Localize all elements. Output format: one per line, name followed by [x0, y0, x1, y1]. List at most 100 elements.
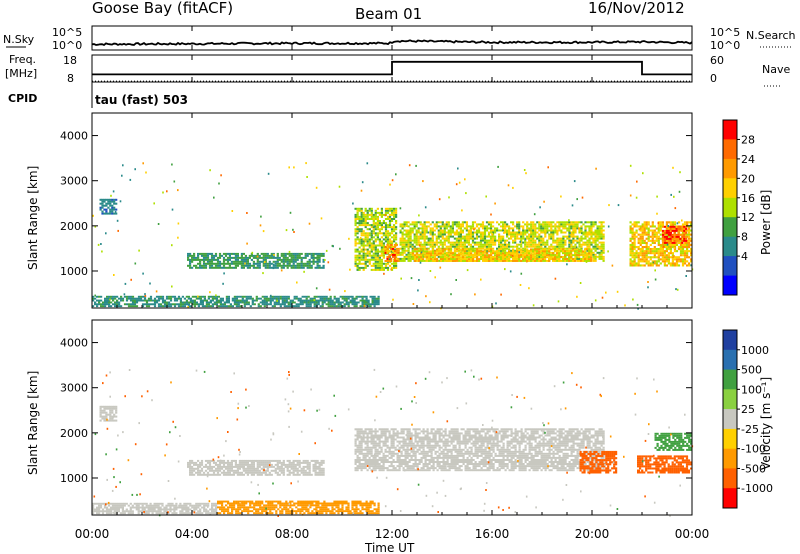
power-cell [390, 232, 394, 235]
power-cell [425, 257, 428, 260]
power-cell [629, 227, 632, 230]
power-cell [686, 248, 689, 251]
power-cell [681, 246, 685, 249]
power-cell [120, 295, 123, 298]
power-cell [522, 227, 525, 230]
power-cell [560, 221, 563, 224]
power-cell [530, 245, 533, 248]
power-cell [659, 246, 662, 249]
power-cell [415, 233, 418, 236]
power-cell [378, 238, 381, 241]
power-cell [450, 260, 453, 262]
power-cell [378, 254, 381, 257]
power-cell [393, 266, 396, 269]
power-cell [522, 247, 525, 250]
power-cell [516, 221, 519, 224]
power-cell [378, 258, 381, 261]
power-cell [683, 241, 687, 244]
power-cell [645, 262, 648, 265]
velocity-cell [249, 504, 252, 507]
power-cell [370, 250, 373, 253]
power-cell [586, 249, 589, 252]
power-speckle [419, 261, 422, 264]
power-cell [219, 301, 222, 304]
power-cell [653, 241, 656, 244]
power-cell [524, 223, 527, 226]
velocity-cell [131, 506, 134, 509]
power-cell [683, 239, 686, 242]
power-cell [378, 268, 381, 271]
power-cell [578, 241, 581, 244]
power-cell [584, 256, 587, 259]
power-cell [133, 299, 137, 302]
power-cell [417, 227, 420, 230]
velocity-cell [199, 510, 202, 513]
power-speckle [220, 174, 222, 177]
power-cell [370, 226, 373, 229]
power-cell [558, 258, 561, 260]
power-cell [241, 297, 244, 300]
power-cell [590, 248, 593, 251]
velocity-cell [105, 508, 109, 511]
power-cell [372, 224, 375, 227]
power-cell [469, 243, 472, 246]
power-cell [104, 299, 107, 302]
power-cell [659, 254, 662, 257]
power-cell [686, 246, 689, 249]
power-cell [457, 241, 460, 244]
power-ytick-label: 1000 [60, 265, 88, 278]
power-cell [528, 260, 531, 262]
power-cell [657, 227, 660, 230]
power-cell [459, 243, 462, 246]
power-cell [498, 239, 501, 242]
power-cell [316, 258, 319, 261]
power-cell [309, 301, 312, 304]
power-cell [532, 243, 535, 246]
power-cell [479, 243, 483, 246]
power-cell [206, 258, 210, 261]
power-cell [362, 250, 365, 253]
power-cell [276, 252, 279, 255]
power-cell [362, 211, 365, 214]
power-cell [657, 237, 660, 240]
power-cell [416, 248, 419, 251]
power-cell [594, 235, 597, 238]
velocity-cell [235, 510, 238, 513]
power-cell [475, 241, 479, 244]
power-cell [540, 237, 543, 240]
power-cell [686, 243, 689, 246]
power-cell [409, 229, 412, 232]
power-cell [458, 254, 461, 257]
power-cell [441, 253, 444, 256]
power-cell [544, 248, 547, 251]
power-cell [399, 241, 402, 244]
power-cell [669, 229, 672, 232]
power-cell [473, 231, 477, 234]
power-cell [360, 248, 363, 251]
power-cell [208, 260, 212, 263]
power-cell [657, 256, 660, 259]
power-speckle [122, 164, 124, 167]
power-cell [354, 248, 357, 251]
velocity-cell [207, 510, 210, 513]
power-cell [582, 237, 585, 240]
power-cell [669, 237, 672, 240]
power-cell [177, 295, 181, 298]
power-cell [297, 305, 300, 308]
power-cell [120, 299, 123, 302]
velocity-cell [169, 506, 172, 509]
power-cell [378, 220, 381, 222]
power-cell [285, 299, 288, 302]
power-cell [532, 239, 535, 242]
power-cell [633, 264, 636, 267]
power-cell [461, 225, 464, 228]
power-cell [354, 222, 357, 225]
velocity-cell [279, 500, 282, 503]
power-cell [598, 247, 601, 250]
power-cell [494, 239, 497, 242]
power-cell [441, 225, 444, 228]
power-cell [418, 256, 421, 259]
power-cell [504, 254, 507, 257]
power-cell [566, 250, 569, 253]
noise-right-tick-bottom: 10^0 [710, 39, 740, 52]
